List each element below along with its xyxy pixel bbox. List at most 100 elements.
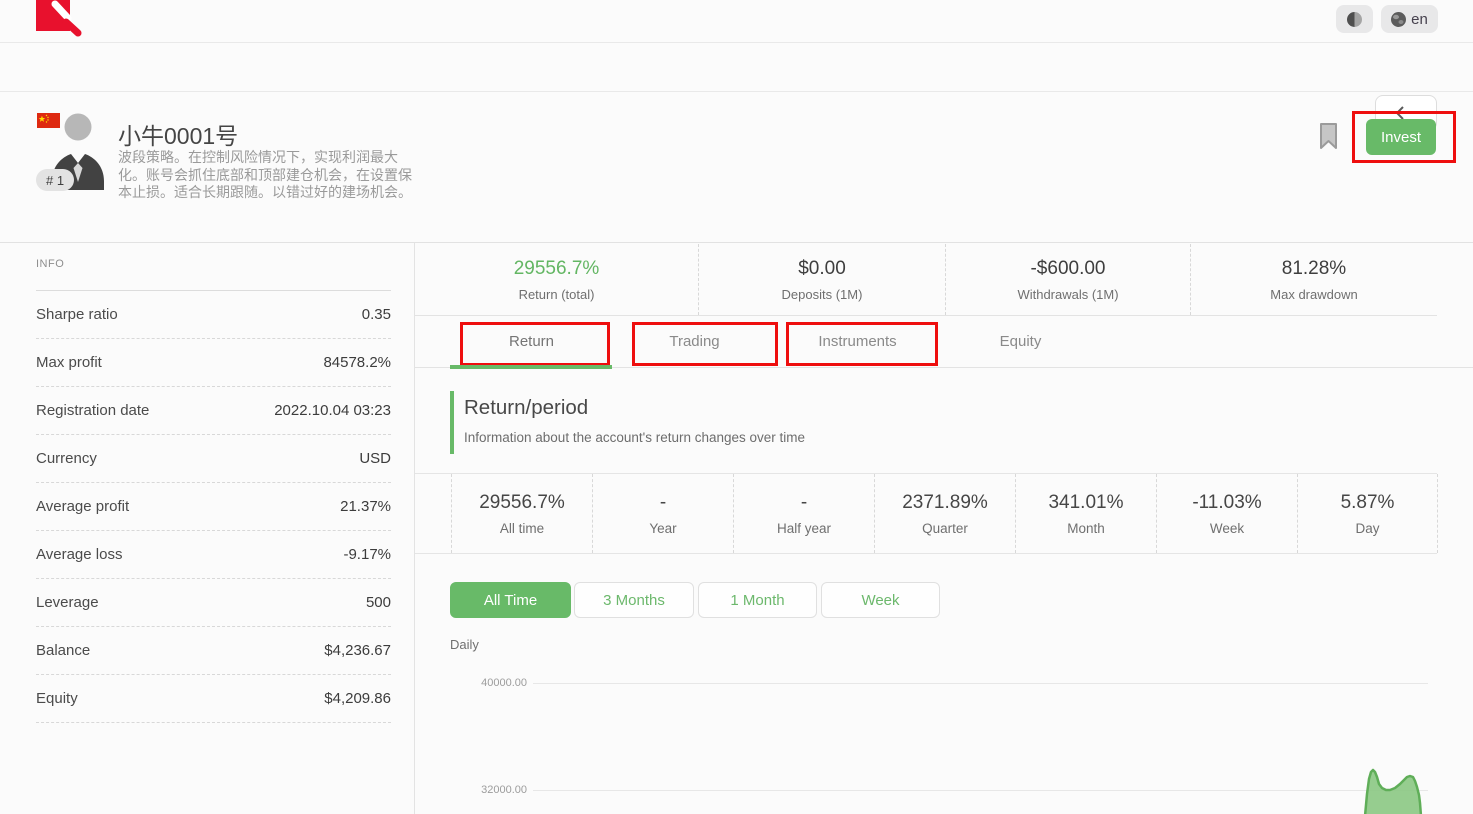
- info-row-registration-date: Registration date 2022.10.04 03:23: [36, 387, 391, 435]
- stat-max-drawdown: 81.28% Max drawdown: [1190, 244, 1437, 315]
- period-stats-row: 29556.7% All time - Year - Half year 237…: [415, 473, 1438, 554]
- tab-return[interactable]: Return: [508, 333, 555, 350]
- stat-value: -$600.00: [1030, 257, 1106, 279]
- period-value: -: [659, 491, 667, 513]
- globe-icon: [1391, 11, 1407, 27]
- period-day: 5.87% Day: [1297, 474, 1438, 553]
- period-value: -11.03%: [1192, 491, 1262, 513]
- info-label: Average profit: [36, 498, 130, 515]
- info-value: 0.35: [361, 306, 391, 323]
- trader-profile-header: # 1 小牛0001号 波段策略。在控制风险情况下，实现利润最大化。账号会抓住底…: [0, 92, 1473, 243]
- theme-contrast-icon: [1347, 11, 1362, 27]
- info-label: Balance: [36, 642, 91, 659]
- panel-divider: [414, 243, 415, 814]
- toolbar: [0, 43, 1473, 131]
- range-button-all-time[interactable]: All Time: [450, 582, 571, 618]
- info-value: USD: [359, 450, 391, 467]
- tab-equity[interactable]: Equity: [999, 333, 1042, 350]
- range-button-1-month[interactable]: 1 Month: [698, 582, 817, 618]
- active-tab-underline: [450, 365, 612, 369]
- stat-value: 29556.7%: [513, 257, 600, 279]
- info-row-average-loss: Average loss -9.17%: [36, 531, 391, 579]
- info-label: Leverage: [36, 594, 99, 611]
- strategy-name: 小牛0001号: [118, 123, 239, 149]
- info-value: 84578.2%: [323, 354, 391, 371]
- stat-withdrawals: -$600.00 Withdrawals (1M): [945, 244, 1190, 315]
- info-value: $4,236.67: [324, 642, 391, 659]
- period-value: -: [800, 491, 808, 513]
- info-row-balance: Balance $4,236.67: [36, 627, 391, 675]
- period-value: 29556.7%: [479, 491, 565, 513]
- stat-label: Withdrawals (1M): [1017, 286, 1119, 302]
- period-value: 2371.89%: [902, 491, 988, 513]
- tab-instruments[interactable]: Instruments: [818, 333, 897, 350]
- info-value: $4,209.86: [324, 690, 391, 707]
- rank-badge: # 1: [36, 169, 75, 191]
- language-label: en: [1411, 10, 1428, 28]
- stat-value: 81.28%: [1281, 257, 1347, 279]
- top-header: en: [0, 0, 1473, 43]
- period-label: Month: [1067, 520, 1105, 536]
- info-row-leverage: Leverage 500: [36, 579, 391, 627]
- info-value: 21.37%: [340, 498, 391, 515]
- equity-area-chart: [1363, 768, 1423, 814]
- equity-area-spike: [1363, 768, 1423, 814]
- info-row-sharpe-ratio: Sharpe ratio 0.35: [36, 291, 391, 339]
- info-row-currency: Currency USD: [36, 435, 391, 483]
- section-accent-bar: [450, 391, 454, 454]
- stat-deposits: $0.00 Deposits (1M): [698, 244, 945, 315]
- info-value: -9.17%: [343, 546, 391, 563]
- info-label: Currency: [36, 450, 97, 467]
- period-month: 341.01% Month: [1015, 474, 1156, 553]
- info-label: Max profit: [36, 354, 102, 371]
- return-chart: 40000.00 32000.00: [415, 655, 1473, 814]
- theme-toggle-button[interactable]: [1336, 5, 1373, 33]
- invest-button[interactable]: Invest: [1366, 119, 1436, 155]
- stat-value: $0.00: [798, 257, 846, 279]
- bookmark-icon[interactable]: [1318, 122, 1339, 151]
- period-value: 5.87%: [1340, 491, 1395, 513]
- period-label: All time: [499, 520, 545, 536]
- info-table: Sharpe ratio 0.35 Max profit 84578.2% Re…: [36, 290, 391, 723]
- y-axis-tick: 40000.00: [481, 677, 527, 689]
- chart-frequency-label: Daily: [450, 637, 479, 652]
- info-label: Average loss: [36, 546, 123, 563]
- period-year: - Year: [592, 474, 733, 553]
- period-label: Week: [1209, 520, 1245, 536]
- stat-return-total: 29556.7% Return (total): [415, 244, 698, 315]
- period-week: -11.03% Week: [1156, 474, 1297, 553]
- gridline-40000: [533, 683, 1428, 684]
- info-value: 500: [365, 594, 391, 611]
- strategy-description: 波段策略。在控制风险情况下，实现利润最大化。账号会抓住底部和顶部建仓机会，在设置…: [118, 149, 412, 200]
- stat-label: Return (total): [518, 286, 595, 302]
- tab-bar: Return Trading Instruments Equity: [415, 316, 1473, 368]
- stat-label: Deposits (1M): [781, 286, 863, 302]
- info-value: 2022.10.04 03:23: [274, 402, 391, 419]
- period-all-time: 29556.7% All time: [451, 474, 592, 553]
- info-label: Sharpe ratio: [36, 306, 118, 323]
- china-flag-icon: [37, 113, 60, 128]
- gridline-32000: [533, 790, 1428, 791]
- tab-trading[interactable]: Trading: [669, 333, 720, 350]
- range-button-week[interactable]: Week: [821, 582, 940, 618]
- summary-stats-row: 29556.7% Return (total) $0.00 Deposits (…: [415, 244, 1437, 316]
- period-label: Day: [1355, 520, 1380, 536]
- period-label: Half year: [776, 520, 832, 536]
- info-row-average-profit: Average profit 21.37%: [36, 483, 391, 531]
- section-title: Return/period: [464, 396, 589, 419]
- info-label: Registration date: [36, 402, 150, 419]
- broker-logo-icon: [36, 0, 82, 37]
- info-panel-title: INFO: [36, 258, 65, 270]
- period-label: Year: [649, 520, 677, 536]
- info-label: Equity: [36, 690, 78, 707]
- range-button-3-months[interactable]: 3 Months: [574, 582, 694, 618]
- period-value: 341.01%: [1048, 491, 1124, 513]
- stat-label: Max drawdown: [1270, 286, 1358, 302]
- period-label: Quarter: [922, 520, 968, 536]
- language-button[interactable]: en: [1381, 5, 1438, 33]
- section-subtitle: Information about the account's return c…: [464, 430, 806, 445]
- info-row-max-profit: Max profit 84578.2%: [36, 339, 391, 387]
- y-axis-tick: 32000.00: [481, 784, 527, 796]
- period-quarter: 2371.89% Quarter: [874, 474, 1015, 553]
- info-row-equity: Equity $4,209.86: [36, 675, 391, 723]
